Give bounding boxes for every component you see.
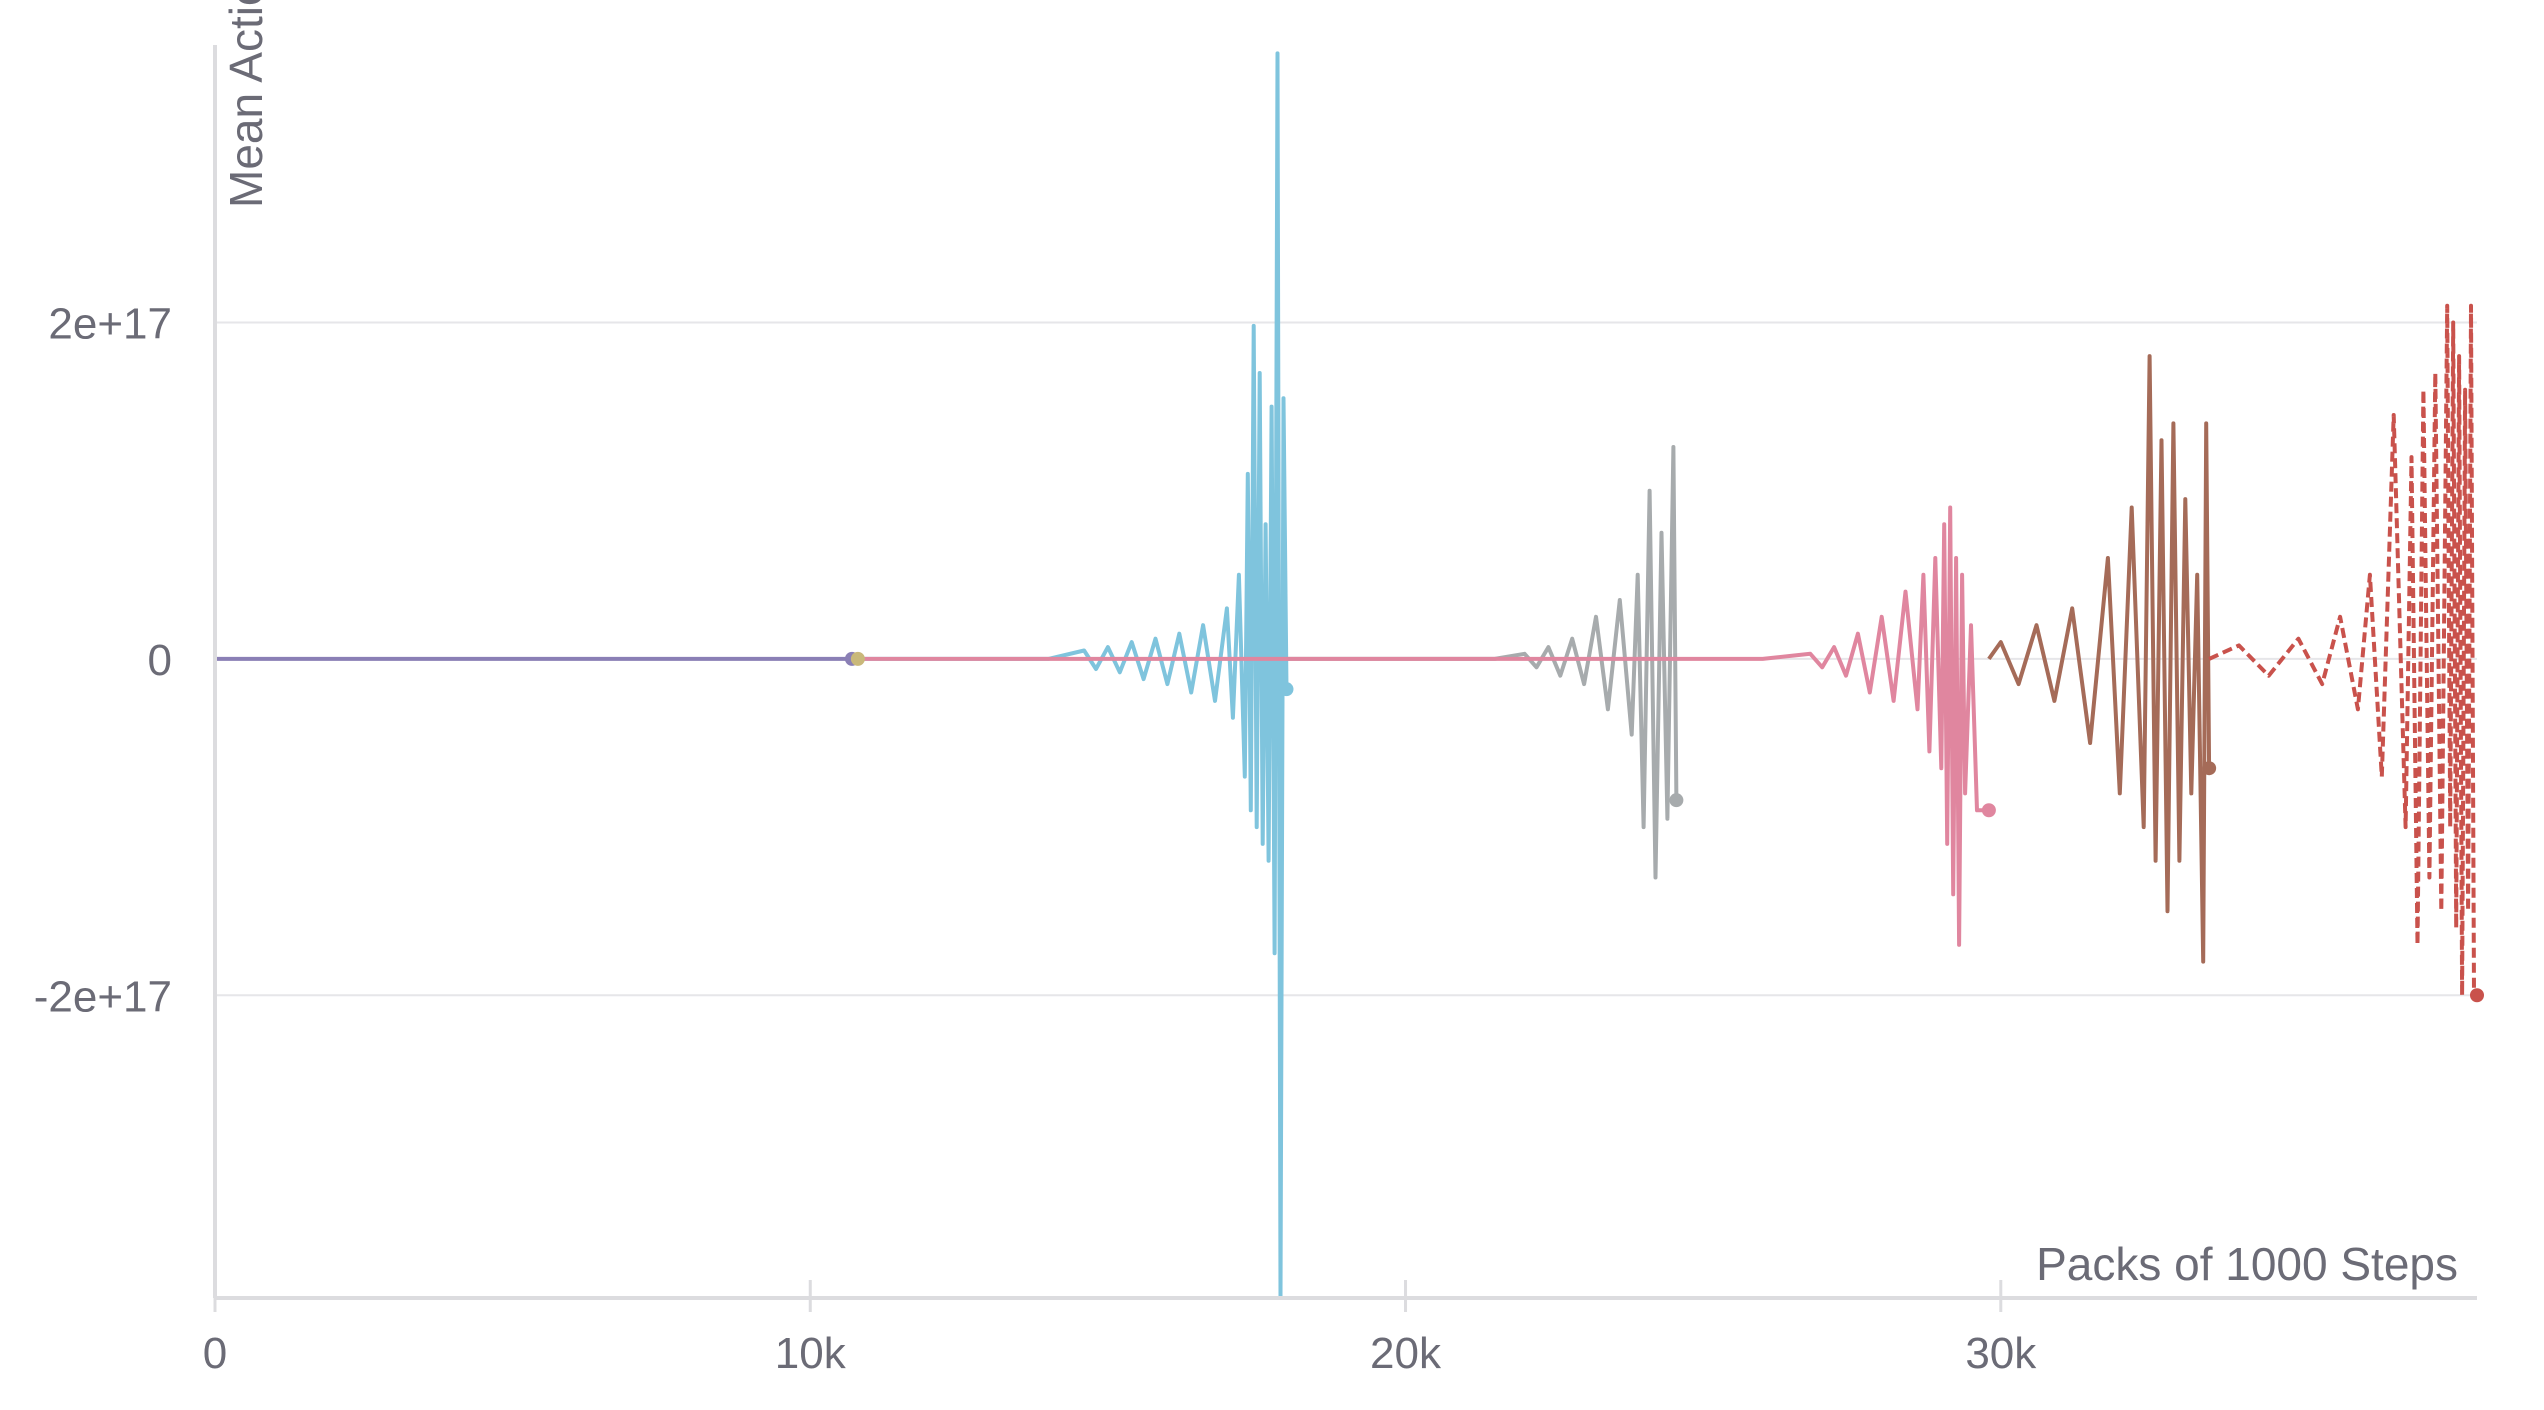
y-axis-title: Mean Action bbox=[220, 0, 272, 208]
x-axis-title: Packs of 1000 Steps bbox=[2036, 1238, 2458, 1290]
series-line-3 bbox=[857, 505, 1989, 947]
series-end-marker-2 bbox=[1279, 682, 1294, 697]
series-line-4 bbox=[1987, 354, 2212, 964]
series-end-marker-5 bbox=[2202, 761, 2217, 776]
y-tick-label: 2e+17 bbox=[48, 300, 172, 349]
tick-labels: 2e+17 0 -2e+17 0 10k 20k 30k bbox=[34, 300, 2037, 1378]
series-layer bbox=[215, 51, 2477, 1300]
series-end-marker-4 bbox=[1981, 803, 1996, 818]
y-tick-label: 0 bbox=[148, 636, 172, 685]
x-tick-label: 10k bbox=[775, 1329, 847, 1378]
x-tick-label: 20k bbox=[1370, 1329, 1442, 1378]
x-tick-label: 0 bbox=[203, 1329, 227, 1378]
x-tick-label: 30k bbox=[1965, 1329, 2037, 1378]
series-line-1 bbox=[857, 51, 1289, 1300]
series-line-5 bbox=[2208, 303, 2477, 998]
axes bbox=[213, 45, 2477, 1312]
y-tick-label: -2e+17 bbox=[34, 972, 172, 1021]
series-end-marker-1 bbox=[850, 651, 865, 666]
series-end-marker-3 bbox=[1669, 793, 1684, 808]
series-line-2 bbox=[1286, 445, 1679, 880]
end-markers bbox=[844, 651, 2484, 1003]
series-end-marker-6 bbox=[2470, 988, 2484, 1003]
